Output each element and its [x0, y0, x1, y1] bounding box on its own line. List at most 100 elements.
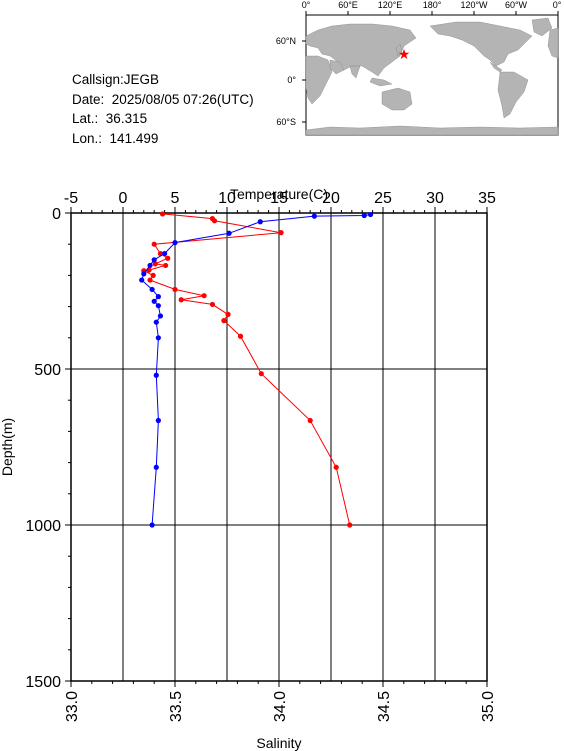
- map-top-labels: 0° 60°E 120°E 180° 120°W 60°W 0°: [302, 0, 562, 10]
- temperature-point: [163, 262, 169, 269]
- callsign-label: Callsign:: [72, 72, 124, 87]
- temperature-point: [146, 267, 152, 273]
- salinity-point: [139, 277, 145, 283]
- depth-axis-title: Depth(m): [0, 418, 15, 476]
- salinity-tick-label: 35.0: [480, 691, 497, 722]
- salinity-point: [172, 240, 178, 246]
- salinity-point: [141, 271, 147, 277]
- map-top-tick: 120°W: [460, 0, 488, 10]
- map-tick-marks: [302, 11, 559, 123]
- salinity-tick-label: 33.5: [168, 691, 185, 722]
- salinity-point: [155, 294, 161, 300]
- temperature-point: [237, 333, 244, 339]
- salinity-point: [153, 319, 159, 325]
- temperature-tick-label: -5: [64, 190, 78, 207]
- salinity-point: [155, 303, 161, 309]
- temperature-point: [165, 255, 171, 261]
- temperature-point: [201, 293, 207, 299]
- temperature-axis-title: Temperature(C): [230, 186, 328, 202]
- salinity-point: [311, 213, 317, 219]
- temperature-tick-label: 30: [426, 190, 444, 207]
- temperature-tick-labels: -5 0 5 10 15 20 25 30 35: [64, 190, 496, 207]
- salinity-axis-title: Salinity: [256, 735, 301, 751]
- salinity-point: [367, 211, 374, 218]
- temperature-tick-label: 35: [478, 190, 496, 207]
- salinity-point: [155, 417, 161, 424]
- salinity-tick-label: 34.0: [272, 691, 289, 722]
- temperature-point: [159, 211, 166, 217]
- lon-value: 141.499: [109, 130, 159, 146]
- salinity-point: [162, 250, 168, 257]
- lon-row: Lon.: 141.499: [72, 129, 254, 149]
- depth-tick-label: 1000: [25, 518, 61, 535]
- callsign-value: JEGB: [123, 72, 160, 87]
- depth-tick-label: 1500: [25, 674, 61, 691]
- temperature-tick-label: 0: [119, 190, 128, 207]
- map-land: [305, 17, 559, 136]
- temperature-tick-label: 5: [171, 190, 180, 207]
- lat-label: Lat.:: [72, 111, 99, 126]
- callsign-row: Callsign:JEGB: [72, 70, 254, 90]
- salinity-point: [257, 219, 263, 225]
- salinity-point: [226, 230, 232, 236]
- salinity-tick-label: 33.0: [64, 691, 81, 722]
- salinity-point: [147, 262, 153, 269]
- temperature-point: [150, 272, 156, 278]
- temperature-point: [152, 261, 158, 267]
- salinity-point: [151, 298, 157, 304]
- temperature-tick-label: 25: [374, 190, 392, 207]
- profile-chart: -5 0 5 10 15 20 25 30 35 33.0 33.5 34.0 34.5 35.0 05…: [0, 186, 497, 751]
- map-top-tick: 0°: [302, 0, 311, 10]
- depth-tick-label: 0: [52, 206, 61, 223]
- lon-label: Lon.:: [72, 130, 103, 146]
- salinity-point: [361, 212, 367, 219]
- temperature-tick-label: 10: [218, 190, 236, 207]
- salinity-line: [141, 214, 371, 526]
- depth-tick-label: 500: [34, 362, 61, 379]
- map-left-tick: 60°N: [276, 36, 296, 46]
- date-value: 2025/08/05 07:26(UTC): [111, 91, 254, 107]
- salinity-point: [149, 522, 155, 528]
- temperature-point: [333, 464, 339, 470]
- date-row: Date: 2025/08/05 07:26(UTC): [72, 90, 254, 110]
- chart-grid: [71, 213, 487, 681]
- date-label: Date:: [72, 91, 105, 107]
- temperature-point: [278, 230, 284, 236]
- salinity-series: [139, 211, 374, 528]
- map-left-tick: 60°S: [276, 117, 296, 127]
- temperature-point: [172, 286, 178, 293]
- salinity-point: [153, 372, 159, 378]
- lat-row: Lat.: 36.315: [72, 109, 254, 129]
- station-marker-icon: ★: [398, 46, 411, 62]
- map-top-tick: 60°E: [338, 0, 358, 10]
- salinity-tick-label: 34.5: [376, 691, 393, 722]
- temperature-point: [258, 371, 264, 377]
- depth-tick-labels: 0 500 1000 1500: [25, 206, 61, 691]
- salinity-point: [151, 257, 157, 263]
- lat-value: 36.315: [105, 111, 148, 126]
- temperature-point: [151, 241, 157, 247]
- map-top-tick: 60°W: [505, 0, 528, 10]
- map-left-tick: 0°: [287, 75, 296, 85]
- map-top-tick: 120°E: [378, 0, 403, 10]
- chart-ticks: [65, 207, 488, 687]
- temperature-point: [209, 301, 216, 308]
- station-info: Callsign:JEGB Date: 2025/08/05 07:26(UTC…: [72, 70, 254, 148]
- salinity-point: [149, 286, 155, 293]
- chart-series: [139, 211, 374, 528]
- temperature-point: [347, 522, 353, 528]
- temperature-point: [178, 297, 184, 303]
- map-top-tick: 0°: [553, 0, 562, 10]
- temperature-point: [225, 311, 231, 317]
- map-top-tick: 180°: [423, 0, 442, 10]
- salinity-point: [157, 313, 164, 319]
- temperature-point: [307, 417, 313, 424]
- temperature-tick-label: 20: [322, 190, 340, 207]
- map-left-labels: 60°N 0° 60°S: [276, 36, 297, 127]
- salinity-tick-labels: 33.0 33.5 34.0 34.5 35.0: [64, 691, 497, 722]
- temperature-point: [221, 318, 227, 324]
- salinity-point: [155, 335, 161, 341]
- temperature-tick-label: 15: [270, 190, 288, 207]
- world-map: ★ 0° 60°E 120°E 180° 120°W 60°W 0° 60°N …: [276, 0, 562, 136]
